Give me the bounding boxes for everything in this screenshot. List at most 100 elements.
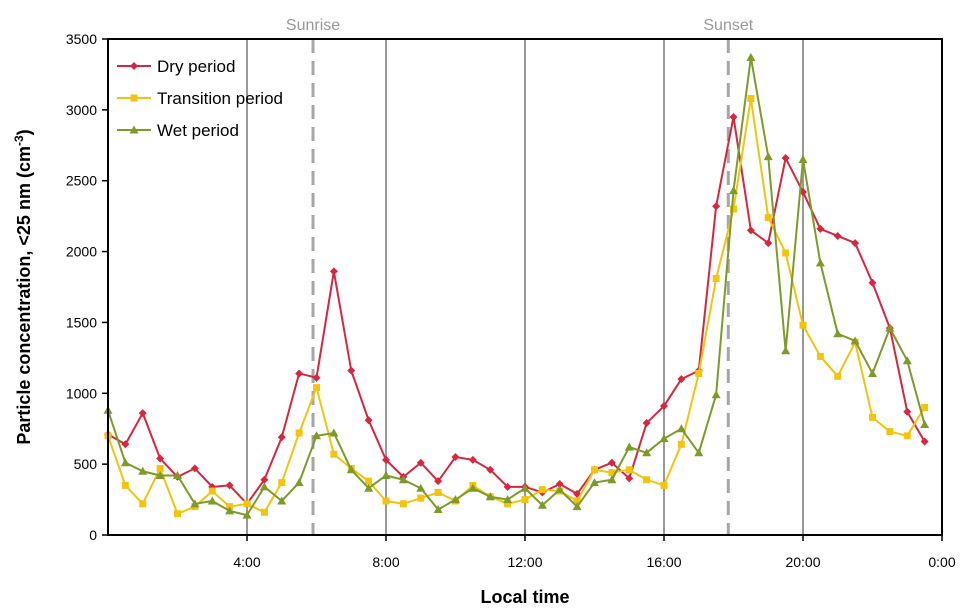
data-point (781, 154, 790, 163)
x-tick-label: 12:00 (507, 554, 542, 570)
data-point (347, 366, 356, 375)
data-point (712, 274, 720, 282)
legend-marker (129, 125, 139, 134)
legend-entry-wet-period: Wet period (117, 121, 239, 140)
data-point (503, 495, 513, 504)
data-point (747, 95, 755, 103)
data-point (138, 466, 148, 475)
y-tick-label: 2500 (66, 173, 97, 189)
y-axis-title-end: ) (14, 129, 34, 135)
data-point (625, 466, 633, 474)
legend-marker (130, 94, 138, 102)
data-point (225, 506, 235, 515)
data-point (503, 482, 512, 491)
x-tick-label: 8:00 (372, 554, 399, 570)
data-point (746, 226, 755, 235)
data-point (520, 483, 530, 492)
y-tick-label: 3500 (66, 31, 97, 47)
data-point (416, 458, 425, 467)
data-point (207, 496, 217, 505)
data-point (746, 52, 756, 61)
sunrise-label: Sunrise (286, 17, 340, 34)
data-point (278, 479, 286, 487)
data-point (781, 346, 791, 355)
data-point (434, 477, 443, 486)
data-point (312, 431, 321, 440)
data-point (921, 403, 929, 411)
data-point (660, 481, 668, 489)
data-point (174, 510, 181, 518)
data-point (799, 321, 807, 329)
data-point (694, 448, 704, 457)
gridlines (246, 39, 804, 535)
data-point (764, 214, 772, 222)
legend-label: Transition period (157, 89, 283, 108)
data-point (329, 428, 339, 437)
data-point (920, 419, 930, 428)
data-point (886, 428, 894, 436)
data-point (676, 424, 686, 433)
sunset-label: Sunset (703, 17, 753, 34)
data-point (782, 249, 790, 257)
data-point (312, 373, 321, 382)
data-point (451, 495, 460, 504)
data-point (816, 224, 825, 233)
data-point (138, 409, 147, 418)
data-point (816, 352, 824, 360)
data-point (851, 239, 860, 248)
data-point (729, 186, 738, 195)
legend-label: Dry period (157, 57, 235, 76)
data-point (920, 437, 929, 446)
data-point (643, 476, 651, 484)
data-point (625, 474, 634, 483)
data-point (850, 336, 860, 345)
y-tick-label: 1000 (66, 385, 97, 401)
data-point (729, 112, 738, 121)
data-point (485, 492, 495, 501)
data-point (885, 323, 895, 332)
y-tick-label: 1500 (66, 314, 97, 330)
data-point (711, 390, 721, 399)
data-point (190, 464, 199, 473)
data-point (277, 433, 286, 442)
data-point (434, 488, 442, 496)
data-point (607, 458, 616, 467)
data-point (902, 356, 912, 365)
data-point (156, 454, 165, 463)
data-point (260, 475, 269, 484)
legend-label: Wet period (157, 121, 239, 140)
data-point (417, 494, 425, 502)
legend-entry-transition-period: Transition period (117, 89, 283, 108)
legend-entry-dry-period: Dry period (117, 57, 235, 76)
data-point (815, 258, 825, 267)
series-line-wet-period (107, 56, 926, 517)
data-point (294, 478, 304, 487)
data-point (313, 384, 320, 392)
data-point (868, 278, 877, 287)
data-point (607, 475, 617, 484)
data-point (573, 497, 581, 505)
data-point (243, 500, 251, 508)
data-point (677, 440, 685, 448)
data-point (869, 413, 876, 421)
data-point (381, 470, 391, 479)
data-point (364, 483, 374, 492)
data-point (763, 152, 773, 161)
data-point (451, 453, 460, 462)
data-point (330, 450, 338, 458)
data-point (486, 465, 495, 474)
data-point (868, 368, 877, 377)
data-point (642, 419, 651, 428)
data-point (903, 407, 912, 416)
data-point (608, 469, 616, 477)
y-axis-title-main: Particle concentration, <25 nm (cm (14, 146, 34, 445)
data-point (555, 479, 564, 488)
data-point (537, 500, 547, 509)
data-point (190, 499, 200, 508)
data-point (572, 502, 582, 511)
data-point (225, 481, 234, 490)
data-point (398, 475, 408, 484)
y-tick-label: 500 (74, 456, 98, 472)
legend: Dry period Transition period Wet period (117, 57, 283, 140)
